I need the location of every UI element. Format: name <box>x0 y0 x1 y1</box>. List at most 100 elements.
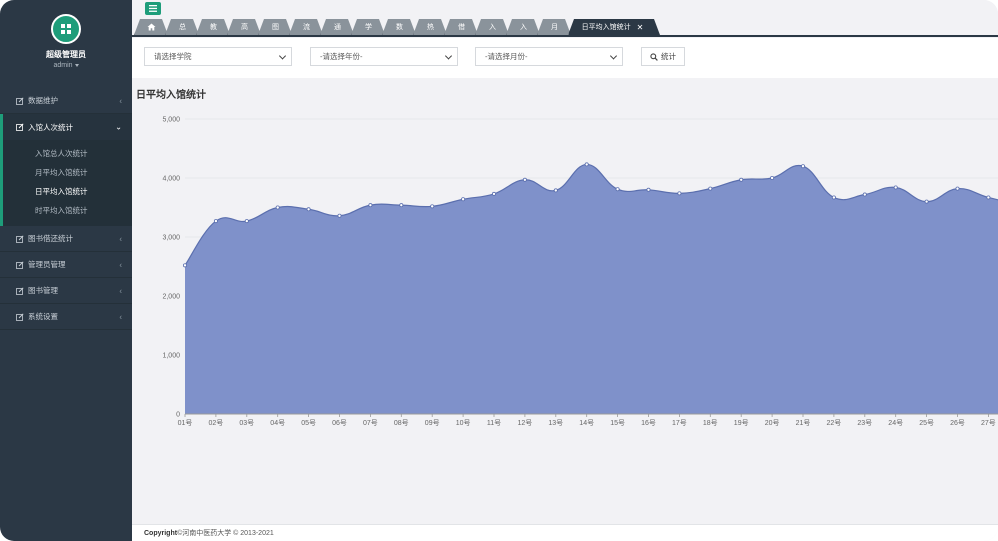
hamburger-icon <box>149 5 157 12</box>
data-point <box>770 176 775 181</box>
tab-page[interactable]: 教 <box>196 19 230 35</box>
footer-copyright-label: Copyright <box>144 529 178 537</box>
month-select[interactable]: -请选择月份- <box>475 47 623 66</box>
sidebar-item-admin-management[interactable]: 管理员管理 ‹ <box>0 252 132 278</box>
tab-page[interactable]: 入 <box>475 19 509 35</box>
user-menu[interactable]: admin <box>53 62 79 69</box>
tab-page[interactable]: 图 <box>258 19 292 35</box>
sidebar-item-label: 图书管理 <box>28 286 58 295</box>
tab-bar: 总 教 高 图 流 通 学 数 热 借 入 入 月 日平均入馆统计 ✕ <box>132 19 998 37</box>
data-point <box>275 205 280 210</box>
data-point <box>337 213 342 218</box>
data-point <box>677 191 682 196</box>
home-icon <box>147 23 156 31</box>
sidebar-item-data-maintenance[interactable]: 数据维护 ‹ <box>0 88 132 114</box>
x-tick-label: 03号 <box>239 419 254 427</box>
tab-page[interactable]: 入 <box>506 19 540 35</box>
data-point <box>893 185 898 190</box>
data-point <box>739 177 744 182</box>
y-tick-label: 2,000 <box>162 294 180 301</box>
college-select[interactable]: 请选择学院 <box>144 47 292 66</box>
x-tick-label: 16号 <box>641 419 656 427</box>
data-point <box>368 203 373 208</box>
data-point <box>553 188 558 193</box>
data-point <box>924 199 929 204</box>
submenu-item-daily-avg[interactable]: 日平均入馆统计 <box>35 187 88 196</box>
menu-toggle-button[interactable] <box>145 2 161 15</box>
data-point <box>461 197 466 202</box>
data-point <box>615 187 620 192</box>
x-tick-label: 02号 <box>209 419 224 427</box>
x-tick-label: 19号 <box>734 419 749 427</box>
sidebar-item-label: 管理员管理 <box>28 260 66 269</box>
sidebar-item-borrow-stats[interactable]: 图书借还统计 ‹ <box>0 226 132 252</box>
user-name: admin <box>53 62 73 69</box>
sidebar-item-label: 入馆人次统计 <box>28 122 73 132</box>
topbar: 总 教 高 图 流 通 学 数 热 借 入 入 月 日平均入馆统计 ✕ <box>132 0 998 38</box>
filter-bar: 请选择学院 -请选择年份- -请选择月份- 统计 <box>132 38 998 78</box>
caret-down-icon <box>74 64 79 67</box>
x-tick-label: 05号 <box>301 419 316 427</box>
data-point <box>306 207 311 212</box>
sidebar-menu: 数据维护 ‹ 入馆人次统计 ⌄ 入馆总人次统计 月平均入馆统计 日平均入馆统计 … <box>0 88 132 330</box>
data-point <box>955 186 960 191</box>
x-tick-label: 09号 <box>425 419 440 427</box>
tab-page[interactable]: 热 <box>413 19 447 35</box>
statistics-button[interactable]: 统计 <box>641 47 685 66</box>
chevron-down-icon <box>609 51 618 60</box>
tab-page[interactable]: 通 <box>320 19 354 35</box>
tab-active-daily-avg[interactable]: 日平均入馆统计 ✕ <box>568 19 660 35</box>
tab-page[interactable]: 总 <box>165 19 199 35</box>
tab-page[interactable]: 高 <box>227 19 261 35</box>
data-point <box>183 263 188 268</box>
tab-page[interactable]: 月 <box>537 19 571 35</box>
x-tick-label: 23号 <box>857 419 872 427</box>
tab-label: 日平均入馆统计 <box>581 24 631 31</box>
x-tick-label: 14号 <box>579 419 594 427</box>
y-tick-label: 0 <box>176 412 180 419</box>
submenu-item-total-entry[interactable]: 入馆总人次统计 <box>35 149 88 158</box>
y-tick-label: 1,000 <box>162 353 180 360</box>
edit-icon <box>16 312 24 321</box>
series-line <box>184 163 998 266</box>
sidebar-item-entry-stats[interactable]: 入馆人次统计 ⌄ <box>3 114 132 140</box>
data-point <box>213 219 218 224</box>
close-icon[interactable]: ✕ <box>636 22 644 32</box>
data-point <box>430 204 435 209</box>
x-tick-label: 04号 <box>270 419 285 427</box>
footer: Copyright ©河南中医药大学 © 2013-2021 <box>132 524 998 541</box>
chart-title: 日平均入馆统计 <box>136 90 206 101</box>
sidebar-item-book-management[interactable]: 图书管理 ‹ <box>0 278 132 304</box>
year-select-value: -请选择年份- <box>320 52 363 61</box>
college-select-value: 请选择学院 <box>154 52 192 61</box>
chevron-left-icon: ‹ <box>119 260 122 269</box>
year-select[interactable]: -请选择年份- <box>310 47 458 66</box>
chevron-down-icon <box>278 51 287 60</box>
x-tick-label: 18号 <box>703 419 718 427</box>
month-select-value: -请选择月份- <box>485 52 528 61</box>
x-tick-label: 22号 <box>827 419 842 427</box>
x-tick-label: 08号 <box>394 419 409 427</box>
x-tick-label: 10号 <box>456 419 471 427</box>
footer-copyright-text: ©河南中医药大学 © 2013-2021 <box>177 530 274 537</box>
x-tick-label: 12号 <box>518 419 533 427</box>
logo-icon <box>51 14 81 44</box>
data-point <box>399 203 404 208</box>
data-point <box>522 177 527 182</box>
tab-page[interactable]: 流 <box>289 19 323 35</box>
tab-page[interactable]: 数 <box>382 19 416 35</box>
chevron-left-icon: ‹ <box>119 312 122 321</box>
chevron-down-icon <box>444 51 453 60</box>
x-tick-label: 17号 <box>672 419 687 427</box>
x-tick-label: 21号 <box>796 419 811 427</box>
tab-home[interactable] <box>134 19 168 35</box>
tab-page[interactable]: 借 <box>444 19 478 35</box>
tab-page[interactable]: 学 <box>351 19 385 35</box>
x-tick-label: 24号 <box>888 419 903 427</box>
submenu-item-hourly-avg[interactable]: 时平均入馆统计 <box>35 206 88 215</box>
x-tick-label: 13号 <box>548 419 563 427</box>
data-point <box>584 162 589 167</box>
submenu-item-monthly-avg[interactable]: 月平均入馆统计 <box>35 168 88 177</box>
x-tick-label: 07号 <box>363 419 378 427</box>
sidebar-item-system-settings[interactable]: 系统设置 ‹ <box>0 304 132 330</box>
